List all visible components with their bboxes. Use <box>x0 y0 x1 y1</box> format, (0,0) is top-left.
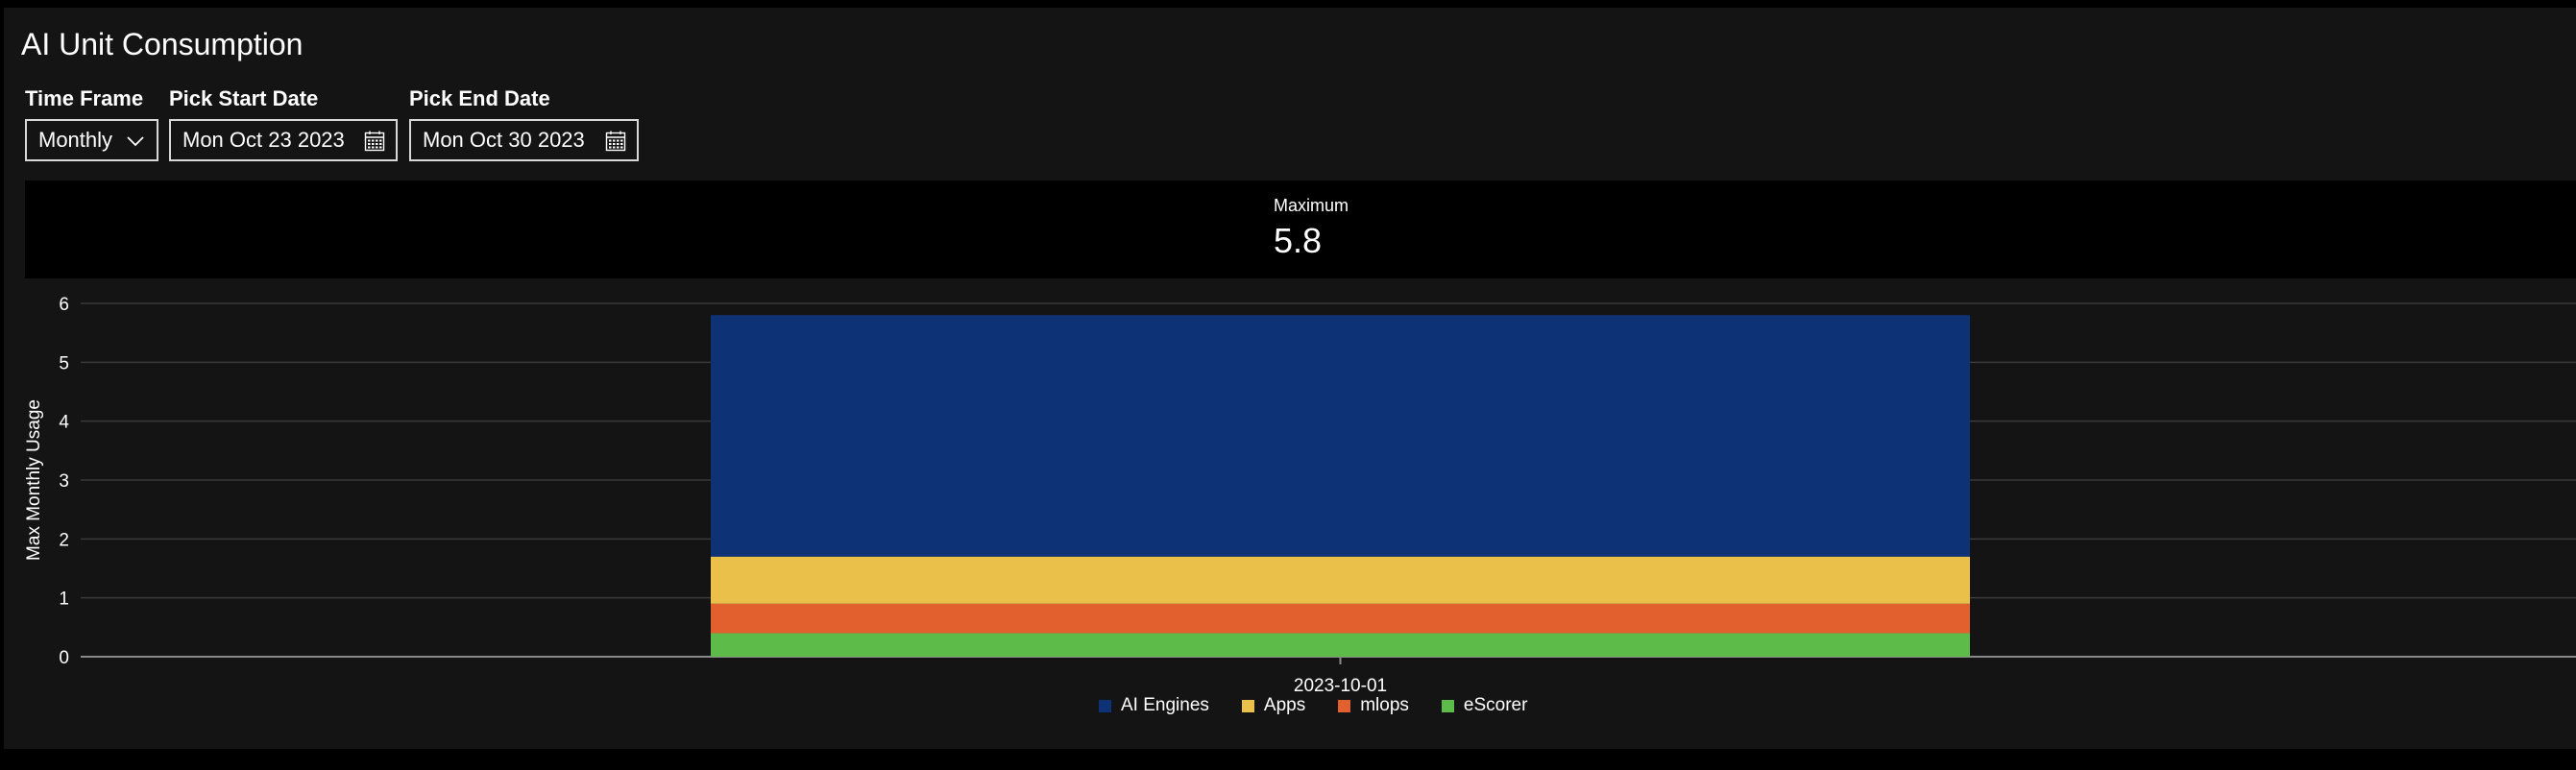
time-frame-select[interactable]: Monthly <box>25 119 158 161</box>
legend-item[interactable]: eScorer <box>1441 695 1528 716</box>
bar-segment-apps <box>711 556 1970 604</box>
end-date-label: Pick End Date <box>409 86 550 110</box>
calendar-icon[interactable] <box>363 130 386 153</box>
chevron-down-icon <box>127 136 144 147</box>
bar-segment-escorer <box>711 633 1970 657</box>
y-axis-label: Max Monthly Usage <box>24 399 44 561</box>
start-date-picker[interactable]: Mon Oct 23 2023 <box>169 119 398 161</box>
y-tick-label: 3 <box>59 471 69 492</box>
stacked-bar-chart: 0 1 2 3 4 5 6 Max Monthly Usage 2023-10-01 <box>24 295 2576 693</box>
end-date-value: Mon Oct 30 2023 <box>423 128 585 152</box>
legend-swatch <box>1241 699 1254 712</box>
legend-swatch <box>1338 699 1351 712</box>
start-date-label: Pick Start Date <box>169 86 319 110</box>
time-frame-value: Monthly <box>38 128 113 152</box>
end-date-picker[interactable]: Mon Oct 30 2023 <box>409 119 639 161</box>
chart-legend: AI Engines Apps mlops eScorer <box>1099 695 1560 716</box>
legend-label: mlops <box>1360 695 1409 715</box>
time-frame-label: Time Frame <box>25 86 144 110</box>
legend-label: Apps <box>1263 695 1306 715</box>
legend-swatch <box>1441 699 1454 712</box>
start-date-value: Mon Oct 23 2023 <box>182 128 345 152</box>
x-tick-label: 2023-10-01 <box>1294 676 1387 693</box>
y-tick-label: 2 <box>59 530 69 550</box>
legend-swatch <box>1099 699 1111 712</box>
bar-segment-mlops <box>711 603 1970 634</box>
kpi-label: Maximum <box>1274 196 1349 215</box>
maximum-kpi-card: Maximum 5.8 <box>25 180 2576 278</box>
legend-item[interactable]: mlops <box>1338 695 1409 716</box>
legend-label: AI Engines <box>1121 695 1209 715</box>
legend-item[interactable]: AI Engines <box>1099 695 1209 716</box>
bar-segment-ai-engines <box>711 315 1970 557</box>
legend-label: eScorer <box>1463 695 1528 715</box>
y-tick-label: 4 <box>59 413 69 433</box>
y-tick-label: 5 <box>59 353 69 373</box>
y-tick-label: 0 <box>59 648 69 668</box>
calendar-icon[interactable] <box>604 130 627 153</box>
legend-item[interactable]: Apps <box>1241 695 1306 716</box>
y-tick-label: 6 <box>59 295 69 315</box>
kpi-value: 5.8 <box>1274 221 1323 260</box>
page-title: AI Unit Consumption <box>21 27 304 61</box>
y-tick-label: 1 <box>59 590 69 610</box>
